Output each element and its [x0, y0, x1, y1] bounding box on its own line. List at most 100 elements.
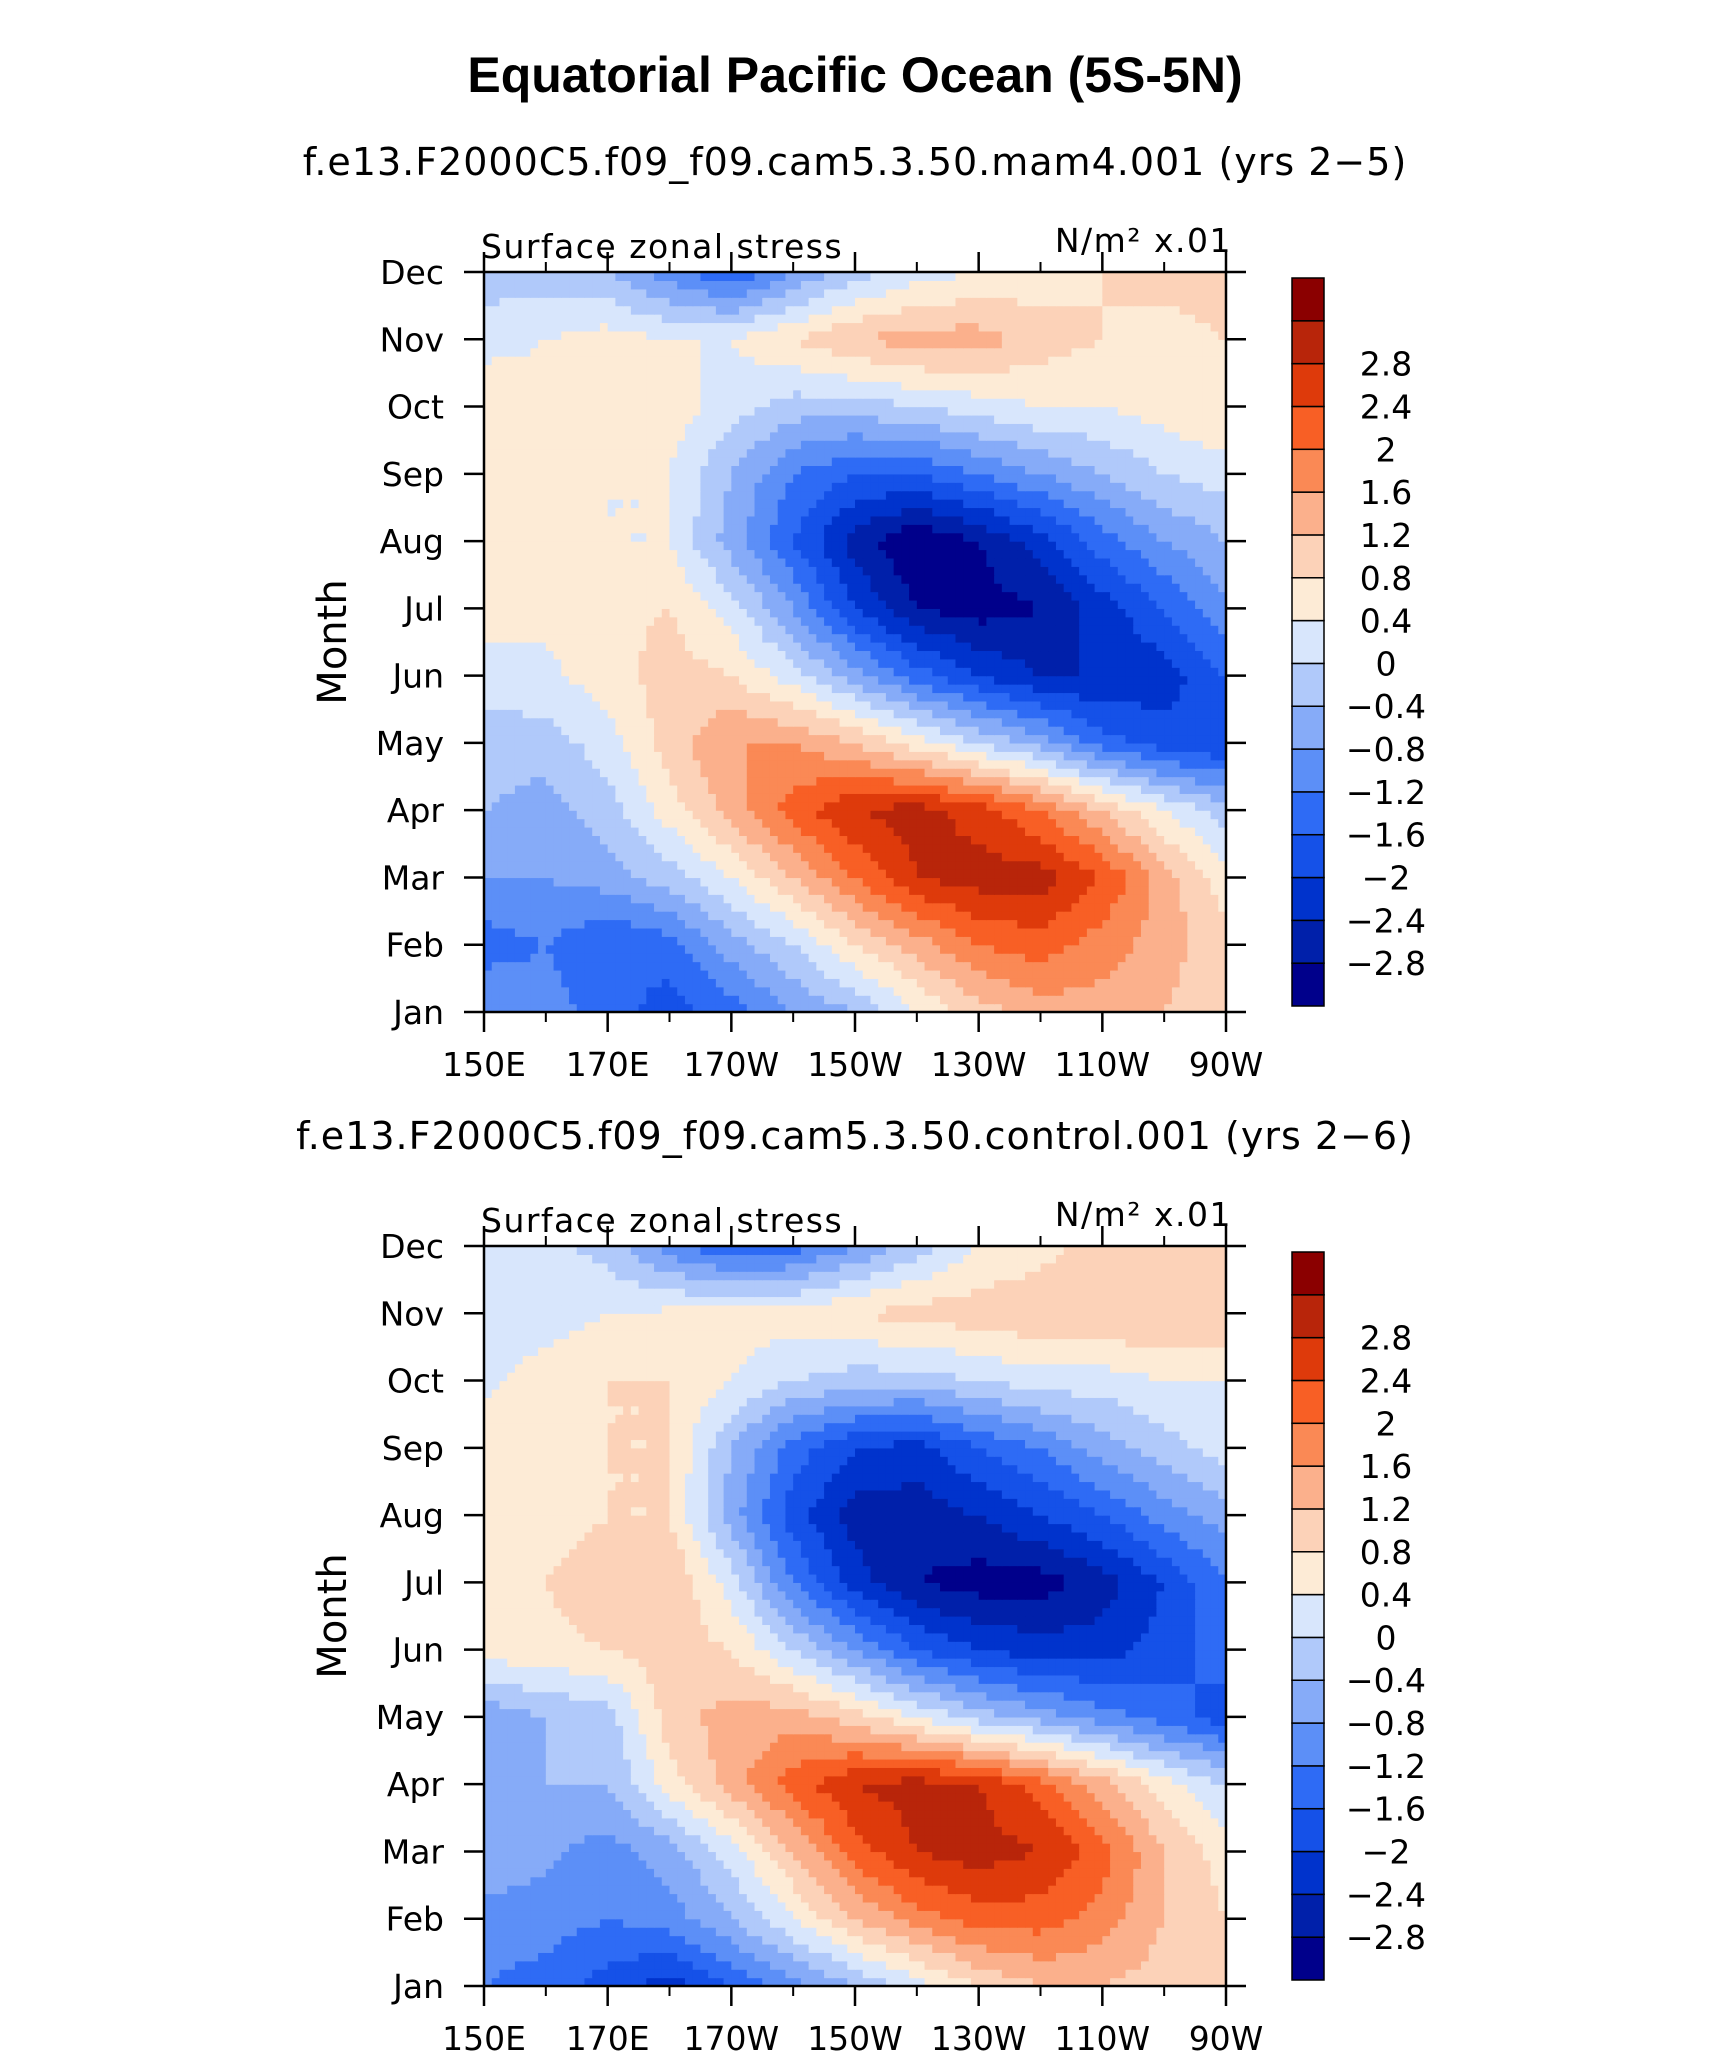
field-cell	[777, 911, 787, 921]
field-cell	[615, 751, 624, 761]
field-cell	[769, 827, 779, 837]
field-cell	[654, 625, 663, 635]
field-cell	[831, 1003, 841, 1013]
field-cell	[862, 919, 872, 929]
field-cell	[1025, 860, 1034, 870]
field-cell	[514, 818, 524, 828]
field-cell	[530, 642, 539, 652]
field-cell	[499, 751, 508, 761]
field-cell	[592, 633, 601, 643]
field-cell	[916, 852, 926, 862]
field-cell	[1071, 860, 1080, 870]
field-cell	[692, 986, 702, 996]
field-cell	[1133, 784, 1142, 794]
field-cell	[978, 776, 987, 786]
field-cell	[816, 793, 825, 803]
field-cell	[607, 591, 616, 601]
field-cell	[669, 726, 678, 736]
field-cell	[1187, 936, 1196, 946]
field-cell	[739, 894, 748, 904]
field-cell	[1117, 709, 1127, 719]
field-cell	[816, 642, 825, 652]
field-cell	[1040, 953, 1049, 963]
field-cell	[1179, 885, 1188, 895]
field-cell	[1117, 759, 1127, 769]
field-cell	[646, 625, 655, 635]
field-cell	[607, 717, 616, 727]
field-cell	[1156, 784, 1165, 794]
field-cell	[1086, 734, 1096, 744]
field-cell	[1048, 961, 1057, 971]
field-cell	[522, 927, 531, 937]
field-cell	[1133, 759, 1142, 769]
field-cell	[723, 616, 732, 626]
field-cell	[1110, 986, 1119, 996]
field-cell	[507, 986, 516, 996]
field-cell	[507, 700, 516, 710]
field-cell	[793, 751, 802, 761]
field-cell	[607, 667, 616, 677]
field-cell	[746, 709, 756, 719]
field-cell	[1048, 742, 1057, 752]
field-cell	[499, 566, 508, 576]
field-cell	[970, 717, 980, 727]
field-cell	[1117, 591, 1127, 601]
field-cell	[940, 860, 949, 870]
field-cell	[646, 692, 655, 702]
field-cell	[615, 776, 624, 786]
field-cell	[901, 961, 910, 971]
field-cell	[847, 768, 856, 778]
field-cell	[615, 583, 624, 593]
field-cell	[878, 574, 887, 584]
field-cell	[1187, 734, 1196, 744]
field-cell	[916, 684, 926, 694]
field-cell	[785, 801, 794, 811]
field-cell	[824, 692, 833, 702]
field-cell	[1001, 902, 1011, 912]
field-cell	[870, 919, 879, 929]
field-cell	[916, 801, 926, 811]
field-cell	[1094, 700, 1103, 710]
field-cell	[1048, 599, 1057, 609]
field-cell	[1148, 726, 1158, 736]
field-cell	[1032, 633, 1042, 643]
field-cell	[1117, 852, 1127, 862]
field-cell	[538, 944, 547, 954]
field-cell	[1086, 860, 1096, 870]
field-cell	[1032, 877, 1042, 887]
field-cell	[692, 827, 702, 837]
field-cell	[777, 768, 787, 778]
field-cell	[1179, 776, 1188, 786]
field-cell	[607, 599, 616, 609]
field-cell	[1009, 726, 1018, 736]
field-cell	[1110, 911, 1119, 921]
field-cell	[1171, 911, 1181, 921]
field-cell	[816, 616, 825, 626]
field-cell	[1017, 768, 1026, 778]
field-cell	[994, 911, 1003, 921]
field-cell	[1164, 801, 1173, 811]
field-cell	[870, 852, 879, 862]
field-cell	[514, 583, 524, 593]
field-cell	[1025, 583, 1034, 593]
field-cell	[654, 768, 663, 778]
field-cell	[592, 667, 601, 677]
field-cell	[661, 927, 671, 937]
field-cell	[700, 877, 709, 887]
field-cell	[970, 675, 980, 685]
field-cell	[754, 953, 763, 963]
field-cell	[669, 995, 678, 1005]
field-cell	[855, 995, 864, 1005]
field-cell	[986, 835, 995, 845]
field-cell	[514, 726, 524, 736]
field-cell	[708, 642, 717, 652]
field-cell	[901, 700, 910, 710]
field-cell	[1110, 717, 1119, 727]
field-cell	[986, 944, 995, 954]
field-cell	[538, 633, 547, 643]
field-cell	[1040, 667, 1049, 677]
field-cell	[700, 734, 709, 744]
field-cell	[715, 919, 725, 929]
field-cell	[986, 827, 995, 837]
field-cell	[1071, 894, 1080, 904]
